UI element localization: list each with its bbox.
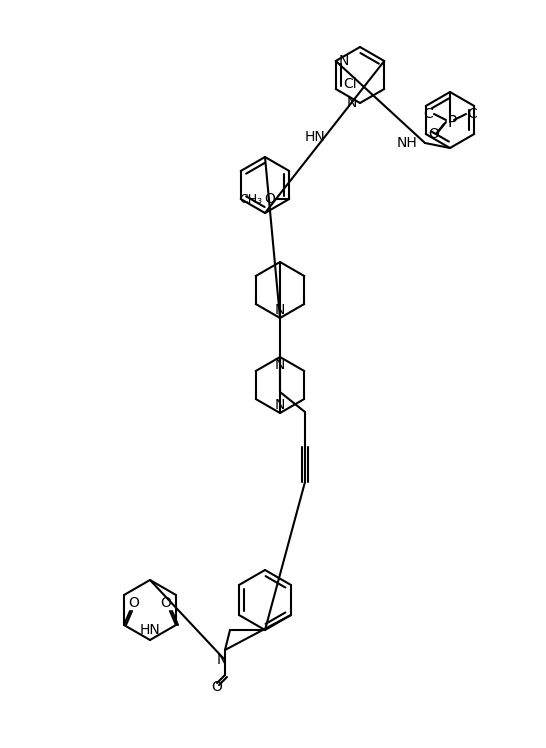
Text: O: O [429, 127, 440, 141]
Text: NH: NH [396, 136, 417, 150]
Text: N: N [217, 653, 227, 667]
Text: N: N [339, 54, 349, 68]
Text: O: O [211, 680, 222, 694]
Text: C: C [467, 107, 477, 121]
Text: C: C [423, 107, 433, 121]
Text: P: P [447, 114, 456, 129]
Text: N: N [275, 303, 285, 317]
Text: N: N [275, 398, 285, 412]
Text: N: N [275, 358, 285, 372]
Text: O: O [161, 596, 171, 610]
Text: O: O [264, 192, 275, 206]
Text: HN: HN [304, 130, 325, 144]
Text: O: O [128, 596, 139, 610]
Text: N: N [347, 96, 357, 110]
Text: CH₃: CH₃ [240, 192, 263, 206]
Text: HN: HN [140, 623, 161, 637]
Text: Cl: Cl [343, 77, 357, 91]
